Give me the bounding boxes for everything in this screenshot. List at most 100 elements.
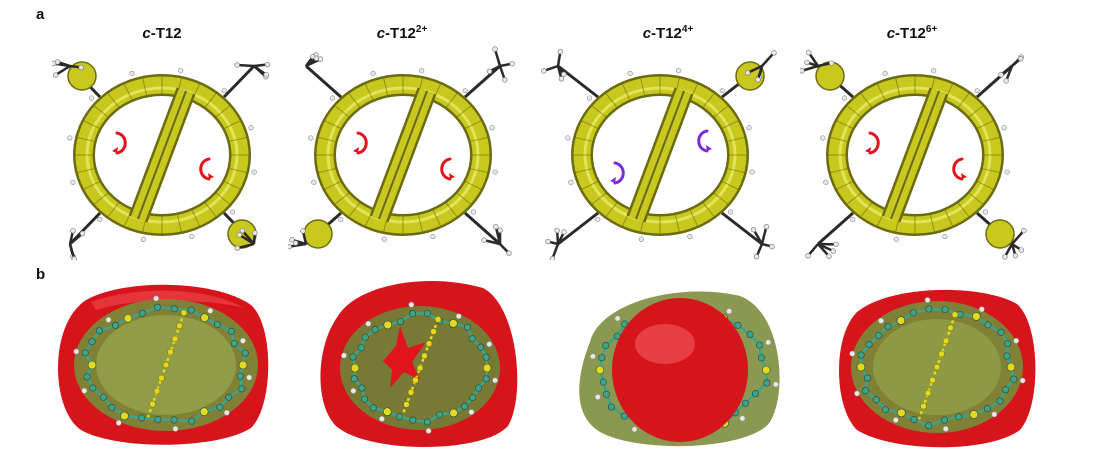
hydrogen-atom xyxy=(240,337,246,344)
carbon-atom xyxy=(213,321,221,329)
methyl-bond xyxy=(238,233,255,246)
carbon-atom xyxy=(741,399,749,407)
title-c-T12-6plus: c-T126+ xyxy=(886,24,938,42)
ring-contour xyxy=(713,105,729,118)
methyl-bond xyxy=(483,238,501,246)
carbon-atom xyxy=(395,413,403,421)
carbon-atom xyxy=(436,411,444,419)
hydrogen-atom xyxy=(54,59,61,65)
carbon-atom xyxy=(153,303,161,311)
sulfur-atom xyxy=(123,314,133,323)
bridge-atom xyxy=(407,389,415,396)
carbon-atom xyxy=(83,373,91,381)
hydrogen-atom xyxy=(727,209,734,215)
carbon-atom xyxy=(602,342,610,350)
methyl-bond xyxy=(761,51,775,67)
hydrogen-atom xyxy=(823,179,829,185)
ring-contour xyxy=(591,192,607,205)
shielding-isosurface-1 xyxy=(57,284,269,445)
ring-contour xyxy=(432,209,442,227)
shielding-isosurface-2 xyxy=(320,280,518,447)
ring-contour xyxy=(605,202,618,218)
carbon-atom xyxy=(482,353,490,361)
ring-contour xyxy=(968,105,984,118)
carbon-atom xyxy=(409,416,417,424)
ring-contour xyxy=(348,202,361,218)
hydrogen-atom xyxy=(568,179,574,185)
hydrogen-atom xyxy=(462,87,468,94)
carbon-atom xyxy=(872,396,880,404)
shielding-plot-c-T12-4plus xyxy=(560,282,790,454)
carbon-atom xyxy=(358,384,366,392)
hydrogen-atom xyxy=(221,87,227,94)
ring-contour xyxy=(976,120,994,129)
acid-isosurface-2 xyxy=(288,46,515,256)
atom-network xyxy=(849,297,1026,432)
sulfur-atom xyxy=(482,363,492,373)
ring-current-arrow-right xyxy=(697,129,709,153)
ring-contour xyxy=(176,214,182,233)
hydrogen-atom xyxy=(308,135,314,141)
hydrogen-atom xyxy=(1021,227,1027,234)
ring-contour xyxy=(727,168,745,174)
hydrogen-atom xyxy=(105,316,112,323)
bridge-atom xyxy=(167,348,174,356)
acid-plot-c-T12-4plus xyxy=(540,42,780,260)
ring-contour xyxy=(944,209,954,227)
hydrogen-atom xyxy=(288,243,292,250)
substituent-bond xyxy=(721,211,763,246)
bridge-atom xyxy=(171,335,179,343)
hydrogen-atom xyxy=(236,232,243,238)
macrocycle-ring xyxy=(67,68,257,242)
hydrogen-atom xyxy=(595,216,601,223)
hydrogen-atom xyxy=(234,62,240,68)
bridge-atom xyxy=(947,324,954,332)
hydrogen-atom xyxy=(486,341,493,348)
ring-contour xyxy=(223,181,241,190)
sulfur-atom xyxy=(449,319,458,328)
bridge-atom xyxy=(162,361,170,369)
ring-contour xyxy=(830,136,848,142)
hydrogen-atom xyxy=(71,256,77,260)
sulfur-atom xyxy=(87,360,97,370)
arrow-head xyxy=(706,145,712,151)
hydrogen-atom xyxy=(991,411,998,418)
substituent-bond xyxy=(222,64,256,99)
bridge-bond xyxy=(890,90,940,220)
hydrogen-atom xyxy=(554,227,560,234)
bridge-bond xyxy=(635,90,685,220)
hydrogen-atom xyxy=(239,227,246,234)
carbon-atom xyxy=(599,378,607,386)
hydrogen-atom xyxy=(493,224,499,230)
carbon-atom xyxy=(469,393,477,401)
hydrogen-atom xyxy=(631,426,638,433)
hydrogen-atom xyxy=(341,352,347,359)
hydrogen-atom xyxy=(408,301,415,308)
carbon-atom xyxy=(756,341,764,349)
carbon-atom xyxy=(88,338,96,346)
ring-contour xyxy=(324,181,342,190)
ring-contour xyxy=(417,214,423,233)
carbon-atom xyxy=(983,405,991,413)
hydrogen-atom xyxy=(924,297,931,303)
carbon-atom xyxy=(857,351,865,359)
bridge-atom xyxy=(920,402,927,410)
carbon-atom xyxy=(89,384,97,392)
bridge-atom xyxy=(924,389,932,397)
ring-contour xyxy=(204,92,217,108)
ring-contour xyxy=(77,168,95,174)
ring-contour xyxy=(575,168,593,174)
hydrogen-atom xyxy=(820,135,826,141)
acid-isosurface-1 xyxy=(52,59,271,260)
methyl-bond xyxy=(1011,229,1025,245)
methyl-bond xyxy=(494,226,502,245)
hydrogen-atom xyxy=(153,295,159,302)
hydrogen-atom xyxy=(88,95,95,101)
ring-current-arrow-right xyxy=(199,157,211,181)
carbon-atom xyxy=(468,335,476,343)
carbon-atom xyxy=(108,404,116,412)
substituent-bond xyxy=(464,211,501,246)
carbon-atom xyxy=(925,422,933,430)
carbon-atom xyxy=(350,375,358,383)
ring-contour xyxy=(223,120,241,129)
